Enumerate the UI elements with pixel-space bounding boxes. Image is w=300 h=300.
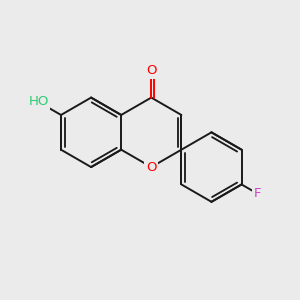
Text: O: O xyxy=(146,160,157,174)
Text: O: O xyxy=(146,64,157,77)
Text: F: F xyxy=(254,187,261,200)
Text: HO: HO xyxy=(28,95,49,108)
